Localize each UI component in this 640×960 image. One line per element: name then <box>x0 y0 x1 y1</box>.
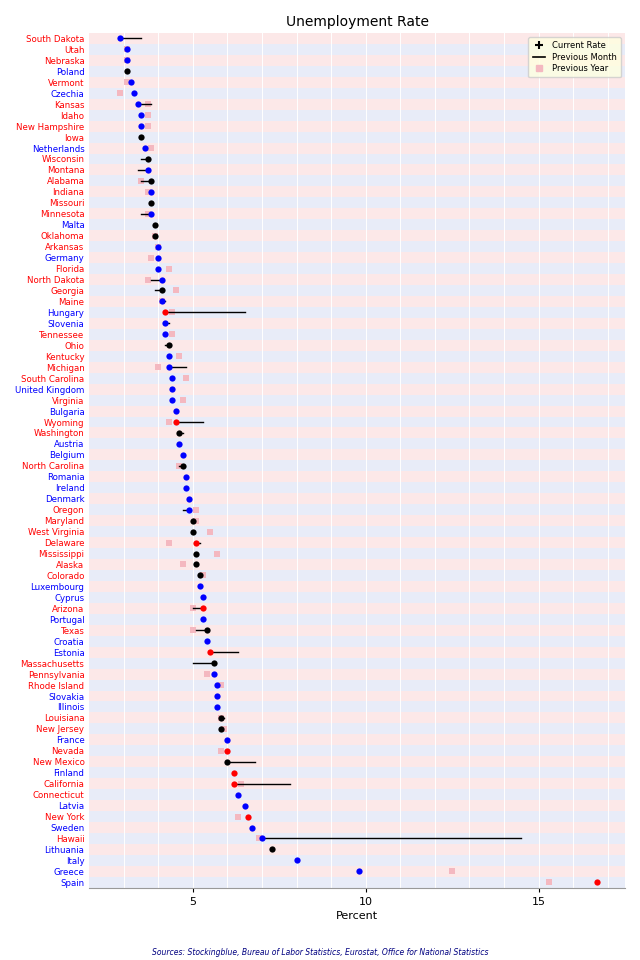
Bar <box>89 285 625 296</box>
Bar <box>89 241 625 252</box>
Bar <box>89 154 625 164</box>
Bar <box>89 734 625 745</box>
Bar <box>89 230 625 241</box>
Bar <box>89 647 625 658</box>
Bar <box>89 724 625 734</box>
Bar <box>89 318 625 329</box>
Bar <box>89 833 625 844</box>
Bar <box>89 33 625 44</box>
Bar <box>89 493 625 504</box>
Bar <box>89 44 625 55</box>
Bar <box>89 613 625 625</box>
Bar <box>89 690 625 702</box>
Bar <box>89 109 625 121</box>
Bar <box>89 702 625 712</box>
Bar <box>89 844 625 855</box>
Bar <box>89 537 625 548</box>
Bar <box>89 350 625 362</box>
Bar <box>89 516 625 526</box>
Bar <box>89 866 625 876</box>
X-axis label: Percent: Percent <box>336 911 378 921</box>
Bar <box>89 603 625 613</box>
Title: Unemployment Rate: Unemployment Rate <box>285 15 429 29</box>
Bar <box>89 164 625 176</box>
Bar <box>89 471 625 482</box>
Bar <box>89 581 625 592</box>
Bar <box>89 417 625 427</box>
Bar <box>89 449 625 461</box>
Bar <box>89 340 625 350</box>
Bar <box>89 307 625 318</box>
Bar <box>89 384 625 395</box>
Bar <box>89 482 625 493</box>
Bar <box>89 559 625 570</box>
Bar <box>89 636 625 647</box>
Bar <box>89 208 625 219</box>
Bar <box>89 274 625 285</box>
Bar <box>89 99 625 109</box>
Bar <box>89 592 625 603</box>
Bar <box>89 855 625 866</box>
Bar <box>89 789 625 800</box>
Bar <box>89 822 625 833</box>
Bar <box>89 548 625 559</box>
Bar <box>89 329 625 340</box>
Legend: Current Rate, Previous Month, Previous Year: Current Rate, Previous Month, Previous Y… <box>529 37 621 78</box>
Bar <box>89 625 625 636</box>
Bar <box>89 427 625 439</box>
Bar <box>89 121 625 132</box>
Bar <box>89 800 625 811</box>
Bar <box>89 767 625 779</box>
Bar <box>89 132 625 142</box>
Bar <box>89 219 625 230</box>
Text: Sources: Stockingblue, Bureau of Labor Statistics, Eurostat, Office for National: Sources: Stockingblue, Bureau of Labor S… <box>152 948 488 957</box>
Bar <box>89 77 625 87</box>
Bar <box>89 87 625 99</box>
Bar <box>89 504 625 516</box>
Bar <box>89 712 625 724</box>
Bar <box>89 142 625 154</box>
Bar <box>89 198 625 208</box>
Bar <box>89 668 625 680</box>
Bar <box>89 680 625 690</box>
Bar <box>89 66 625 77</box>
Bar <box>89 176 625 186</box>
Bar <box>89 756 625 767</box>
Bar <box>89 570 625 581</box>
Bar <box>89 395 625 405</box>
Bar <box>89 461 625 471</box>
Bar <box>89 811 625 822</box>
Bar <box>89 439 625 449</box>
Bar <box>89 405 625 417</box>
Bar <box>89 252 625 263</box>
Bar <box>89 263 625 274</box>
Bar <box>89 876 625 888</box>
Bar <box>89 526 625 537</box>
Bar <box>89 745 625 756</box>
Bar <box>89 362 625 372</box>
Bar <box>89 186 625 198</box>
Bar <box>89 372 625 384</box>
Bar <box>89 658 625 668</box>
Bar <box>89 296 625 307</box>
Bar <box>89 55 625 66</box>
Bar <box>89 779 625 789</box>
